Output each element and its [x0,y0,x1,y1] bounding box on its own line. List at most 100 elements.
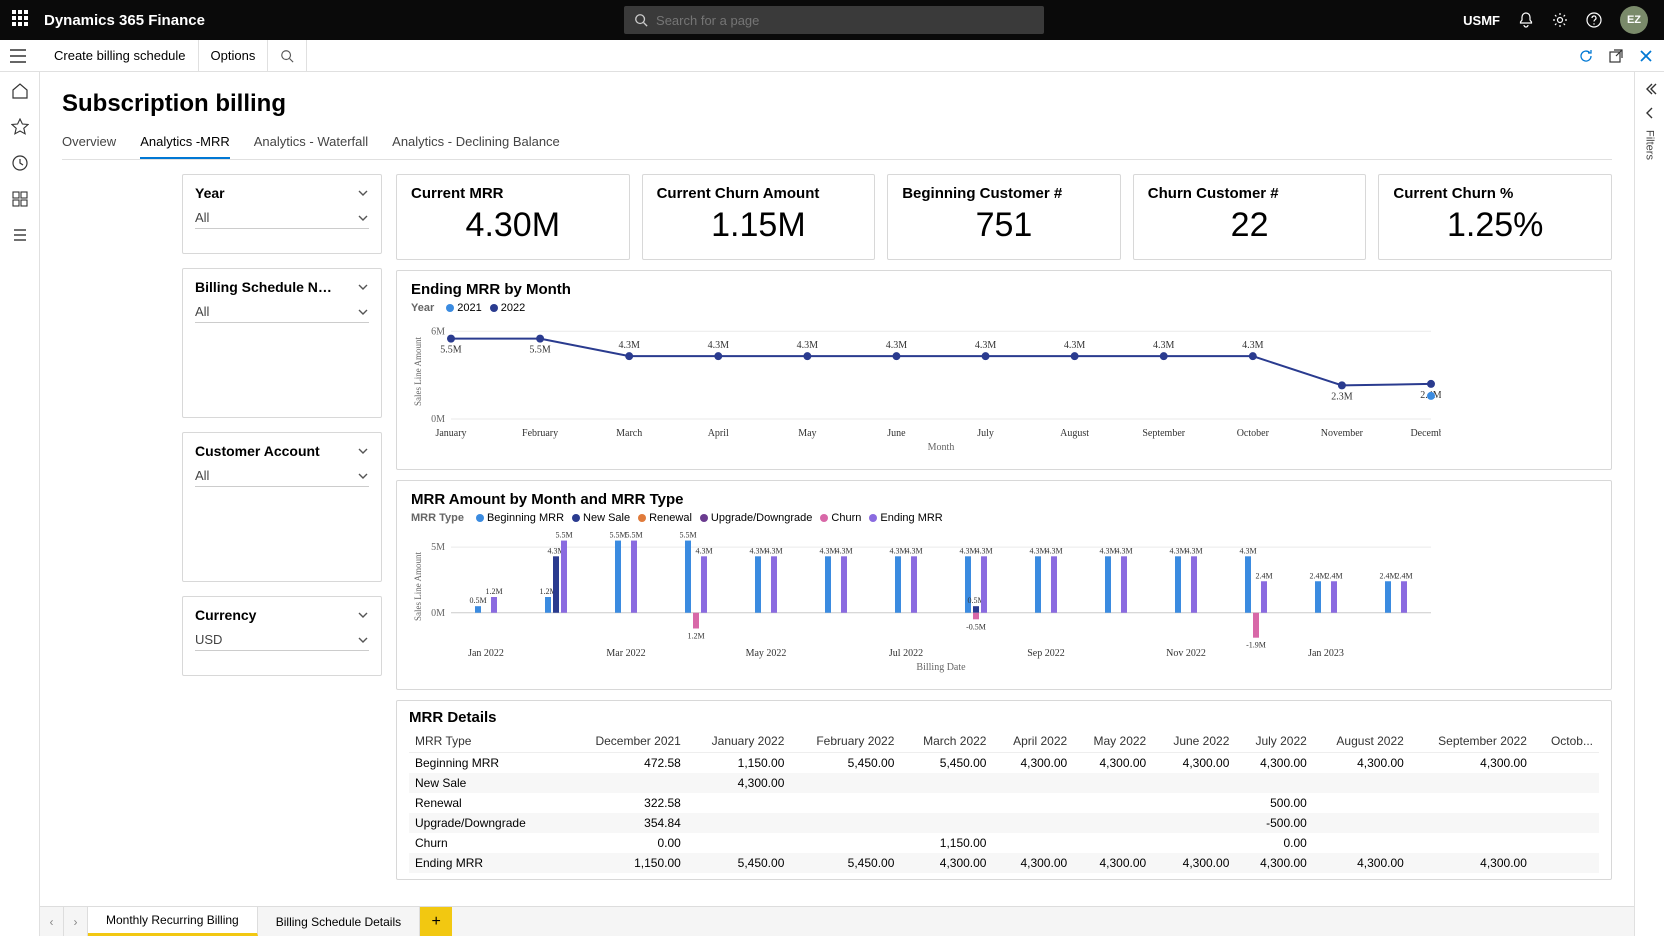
svg-text:4.3M: 4.3M [905,546,922,555]
refresh-icon[interactable] [1578,48,1594,64]
chevron-down-icon[interactable] [357,187,369,199]
home-icon[interactable] [11,82,29,100]
modules-icon[interactable] [11,226,29,244]
table-header: MRR Type [409,730,568,753]
collapse-icon[interactable] [1643,82,1657,96]
chevron-down-icon[interactable] [357,445,369,457]
line-chart-legend: Year 2021 2022 [411,302,1597,314]
options-button[interactable]: Options [199,40,269,71]
svg-text:Billing Date: Billing Date [916,662,966,673]
recent-icon[interactable] [11,154,29,172]
filters-label: Filters [1644,130,1656,160]
workspace-icon[interactable] [11,190,29,208]
svg-text:4.3M: 4.3M [1029,546,1046,555]
svg-text:4.3M: 4.3M [765,546,782,555]
svg-text:1.2M: 1.2M [485,587,502,596]
sheet-next-button[interactable]: › [64,907,88,936]
close-icon[interactable] [1638,48,1654,64]
gear-icon[interactable] [1552,12,1568,28]
svg-text:Sales Line Amount: Sales Line Amount [413,552,423,621]
tab-analytics-declining[interactable]: Analytics - Declining Balance [392,128,560,159]
help-icon[interactable] [1586,12,1602,28]
kpi-title: Current Churn Amount [657,185,861,202]
tab-analytics-waterfall[interactable]: Analytics - Waterfall [254,128,368,159]
svg-text:5.5M: 5.5M [679,531,696,540]
svg-text:4.3M: 4.3M [1115,546,1132,555]
sheet-tab-details[interactable]: Billing Schedule Details [258,907,420,936]
svg-text:4.3M: 4.3M [819,546,836,555]
table-header: July 2022 [1235,730,1312,753]
svg-text:4.3M: 4.3M [1099,546,1116,555]
svg-text:4.3M: 4.3M [1239,546,1256,555]
notification-icon[interactable] [1518,12,1534,28]
sheet-tabs: ‹ › Monthly Recurring Billing Billing Sc… [40,906,1634,936]
table-header: April 2022 [992,730,1073,753]
action-search-button[interactable] [268,40,307,71]
star-icon[interactable] [11,118,29,136]
legend-label: Year [411,302,434,314]
kpi-row: Current MRR4.30MCurrent Churn Amount1.15… [396,174,1612,260]
chevron-down-icon[interactable] [357,609,369,621]
global-search[interactable] [624,6,1044,34]
svg-text:0M: 0M [431,414,445,425]
kpi-value: 4.30M [411,206,615,245]
sheet-add-button[interactable]: + [420,907,452,936]
org-label[interactable]: USMF [1463,13,1500,28]
svg-text:4.3M: 4.3M [797,340,819,351]
filter-currency: Currency USD [182,596,382,676]
popout-icon[interactable] [1608,48,1624,64]
filter-curr-value: USD [195,632,222,647]
svg-text:6M: 6M [431,326,445,337]
kpi-value: 1.15M [657,206,861,245]
svg-text:0M: 0M [431,608,445,619]
svg-text:-1.9M: -1.9M [1246,641,1266,650]
mrr-amount-chart: MRR Amount by Month and MRR Type MRR Typ… [396,480,1612,690]
chevron-down-icon [357,634,369,646]
svg-text:December: December [1410,428,1441,439]
svg-text:4.3M: 4.3M [975,546,992,555]
svg-text:4.3M: 4.3M [1242,340,1264,351]
search-icon [280,49,294,63]
filter-icon[interactable] [1643,106,1657,120]
analytics-tabs: Overview Analytics -MRR Analytics - Wate… [62,128,1612,160]
filter-cust-select[interactable]: All [195,465,369,487]
hamburger-icon[interactable] [10,49,26,63]
svg-text:5.5M: 5.5M [555,531,572,540]
table-header: May 2022 [1073,730,1152,753]
chart-title: Ending MRR by Month [411,281,1597,298]
sheet-prev-button[interactable]: ‹ [40,907,64,936]
tab-overview[interactable]: Overview [62,128,116,159]
svg-text:4.3M: 4.3M [959,546,976,555]
svg-text:-0.5M: -0.5M [966,622,986,631]
filter-curr-select[interactable]: USD [195,629,369,651]
tab-analytics-mrr[interactable]: Analytics -MRR [140,128,230,159]
legend-item: Beginning MRR [487,512,564,524]
table-header: March 2022 [900,730,992,753]
bar-chart-svg: 5M0MSales Line Amount0.5M1.2M1.2M4.3M5.5… [411,524,1441,674]
table-row: Ending MRR1,150.005,450.005,450.004,300.… [409,853,1599,873]
svg-text:November: November [1321,428,1364,439]
svg-text:July: July [977,428,994,439]
filter-sched-select[interactable]: All [195,301,369,323]
table-header: February 2022 [790,730,900,753]
create-billing-schedule-button[interactable]: Create billing schedule [42,40,199,71]
svg-text:Sales Line Amount: Sales Line Amount [413,337,423,406]
legend-item: Ending MRR [880,512,942,524]
table-row: Renewal322.58500.00 [409,793,1599,813]
chevron-down-icon [357,306,369,318]
sheet-tab-monthly[interactable]: Monthly Recurring Billing [88,907,258,936]
table-row: Churn0.001,150.000.00 [409,833,1599,853]
filter-cust-value: All [195,468,209,483]
svg-text:Jul 2022: Jul 2022 [889,648,923,659]
svg-text:Mar 2022: Mar 2022 [606,648,645,659]
search-input[interactable] [656,13,1034,28]
svg-text:4.3M: 4.3M [835,546,852,555]
svg-text:4.3M: 4.3M [1185,546,1202,555]
filter-year-select[interactable]: All [195,207,369,229]
app-launcher-icon[interactable] [12,10,32,30]
svg-text:Jan 2022: Jan 2022 [468,648,504,659]
search-icon [634,13,648,27]
user-avatar[interactable]: EZ [1620,6,1648,34]
svg-text:2.4M: 2.4M [1379,571,1396,580]
chevron-down-icon[interactable] [357,281,369,293]
